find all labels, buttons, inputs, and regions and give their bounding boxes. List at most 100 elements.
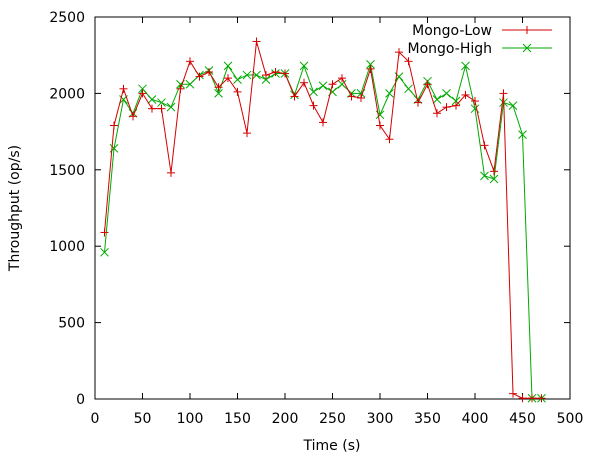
- data-point: [442, 103, 451, 112]
- y-tick-label: 1000: [49, 239, 85, 255]
- data-point: [309, 87, 318, 97]
- data-point: [309, 101, 318, 110]
- data-point: [509, 389, 517, 398]
- x-tick-label: 250: [319, 411, 346, 427]
- data-point: [243, 129, 251, 138]
- series-mongo-low: [100, 37, 546, 403]
- data-point: [252, 70, 261, 80]
- data-point: [404, 84, 413, 94]
- data-point: [337, 79, 347, 89]
- data-point: [385, 135, 394, 144]
- x-tick-label: 350: [414, 411, 441, 427]
- data-point: [100, 228, 109, 237]
- data-point: [129, 112, 137, 121]
- x-tick-label: 0: [91, 411, 100, 427]
- x-axis-label: Time (s): [303, 438, 361, 454]
- tick-labels: 0 50 100 150 200 250 300 350 400 450 500 0 500 1000 15…: [49, 10, 583, 427]
- legend-marker-symbol: [523, 26, 531, 34]
- data-point: [290, 92, 299, 101]
- data-point: [318, 81, 328, 91]
- y-tick-label: 2000: [49, 86, 85, 102]
- data-point: [110, 121, 118, 130]
- x-tick-label: 500: [557, 411, 584, 427]
- y-tick-label: 0: [76, 392, 85, 408]
- legend: Mongo-Low Mongo-High: [408, 23, 552, 57]
- data-point: [166, 102, 176, 112]
- x-tick-label: 300: [367, 411, 394, 427]
- data-point: [157, 98, 166, 107]
- x-tick-label: 50: [134, 411, 152, 427]
- legend-marker-mongo-high: [522, 43, 532, 53]
- x-tick-label: 450: [509, 411, 536, 427]
- data-point: [499, 89, 508, 98]
- data-point: [489, 174, 499, 184]
- data-point: [357, 93, 365, 102]
- data-point: [167, 168, 175, 177]
- data-point: [214, 89, 223, 98]
- y-axis-label: Throughput (op/s): [7, 145, 23, 272]
- x-tick-label: 200: [272, 411, 299, 427]
- data-point: [375, 110, 385, 120]
- data-point: [186, 57, 194, 66]
- legend-marker-symbol: [522, 43, 532, 53]
- data-point: [518, 130, 527, 140]
- data-point: [147, 95, 157, 104]
- data-point: [252, 37, 261, 46]
- data-point: [119, 84, 128, 93]
- data-point: [385, 89, 394, 98]
- data-point: [214, 83, 223, 92]
- data-point: [242, 70, 252, 80]
- data-point: [451, 96, 461, 106]
- data-point: [480, 171, 489, 181]
- data-point: [195, 72, 204, 81]
- data-point: [508, 101, 518, 110]
- data-point: [480, 141, 489, 150]
- data-point: [233, 75, 242, 85]
- data-point: [366, 64, 375, 73]
- data-point: [347, 92, 356, 101]
- data-point: [461, 61, 470, 71]
- data-point: [300, 78, 308, 87]
- data-point: [366, 60, 375, 69]
- data-point: [404, 57, 413, 66]
- y-tick-label: 1500: [49, 163, 85, 179]
- data-point: [423, 80, 432, 89]
- data-point: [338, 74, 346, 83]
- data-point: [395, 48, 403, 57]
- data-point: [461, 90, 470, 99]
- legend-marker-mongo-low: [523, 26, 531, 34]
- series-line: [104, 41, 542, 399]
- data-point: [138, 84, 147, 94]
- plot-frame: [94, 16, 571, 400]
- series-layer: [100, 37, 546, 403]
- data-point: [537, 394, 546, 403]
- x-tick-label: 150: [224, 411, 251, 427]
- data-point: [452, 101, 460, 110]
- data-point: [233, 87, 242, 96]
- data-point: [261, 75, 271, 85]
- data-point: [262, 71, 270, 80]
- series-mongo-high: [100, 60, 546, 403]
- data-point: [433, 109, 441, 118]
- data-point: [176, 84, 185, 93]
- data-point: [471, 97, 479, 106]
- series-line: [104, 64, 542, 399]
- legend-label-mongo-high: Mongo-High: [408, 41, 492, 57]
- data-point: [528, 394, 536, 403]
- data-point: [205, 68, 213, 77]
- data-point: [224, 74, 232, 83]
- axis-ticks: [94, 16, 571, 400]
- y-tick-label: 2500: [49, 10, 85, 26]
- data-point: [518, 394, 527, 403]
- data-point: [281, 69, 289, 78]
- data-point: [319, 118, 327, 127]
- data-point: [299, 61, 309, 71]
- data-point: [157, 104, 166, 113]
- data-point: [223, 61, 233, 71]
- data-point: [148, 104, 156, 113]
- data-point: [442, 89, 451, 98]
- data-point: [271, 68, 280, 77]
- x-tick-label: 400: [462, 411, 489, 427]
- x-tick-label: 100: [177, 411, 204, 427]
